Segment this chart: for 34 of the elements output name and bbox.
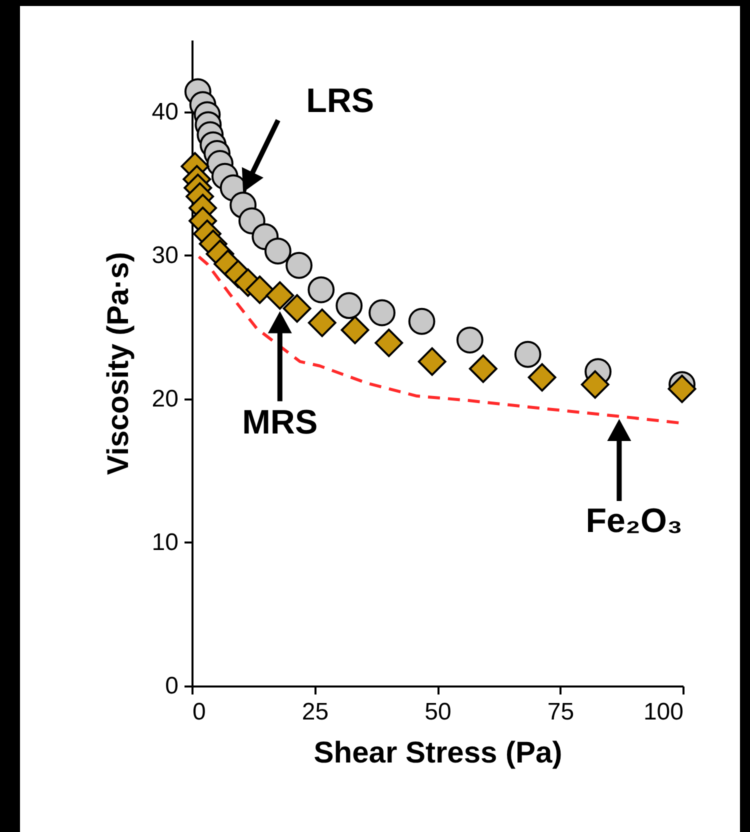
x-tick-label: 100 <box>643 698 684 726</box>
y-tick-label: 30 <box>152 242 178 269</box>
point <box>246 276 274 304</box>
y-tick-label: 10 <box>152 528 178 556</box>
point <box>418 347 446 376</box>
point <box>580 370 610 399</box>
point <box>514 340 542 368</box>
y-axis-title: Viscosity (Pa·s) <box>102 252 135 475</box>
point <box>456 326 484 354</box>
point <box>340 316 370 344</box>
y-tick-label: 40 <box>152 98 178 126</box>
point <box>368 299 396 326</box>
point <box>264 238 292 264</box>
point <box>336 292 363 320</box>
point <box>668 374 696 404</box>
point <box>308 308 336 338</box>
annotation: LRS <box>306 82 374 120</box>
point <box>286 252 312 279</box>
y-tick-label: 20 <box>152 385 178 412</box>
x-tick-label: 0 <box>192 698 206 726</box>
annotation: Fe₂O₃ <box>586 502 683 540</box>
point <box>266 281 294 310</box>
point <box>408 308 436 335</box>
x-tick-label: 25 <box>302 698 329 726</box>
point <box>468 354 498 383</box>
point <box>282 294 312 323</box>
y-tick-label: 0 <box>165 672 178 700</box>
point <box>374 328 404 358</box>
point <box>528 363 556 392</box>
x-tick-label: 50 <box>424 698 452 726</box>
point <box>308 276 335 304</box>
x-tick-label: 75 <box>547 698 574 726</box>
x-axis-title: Shear Stress (Pa) <box>314 736 562 770</box>
annotation: MRS <box>242 403 318 442</box>
